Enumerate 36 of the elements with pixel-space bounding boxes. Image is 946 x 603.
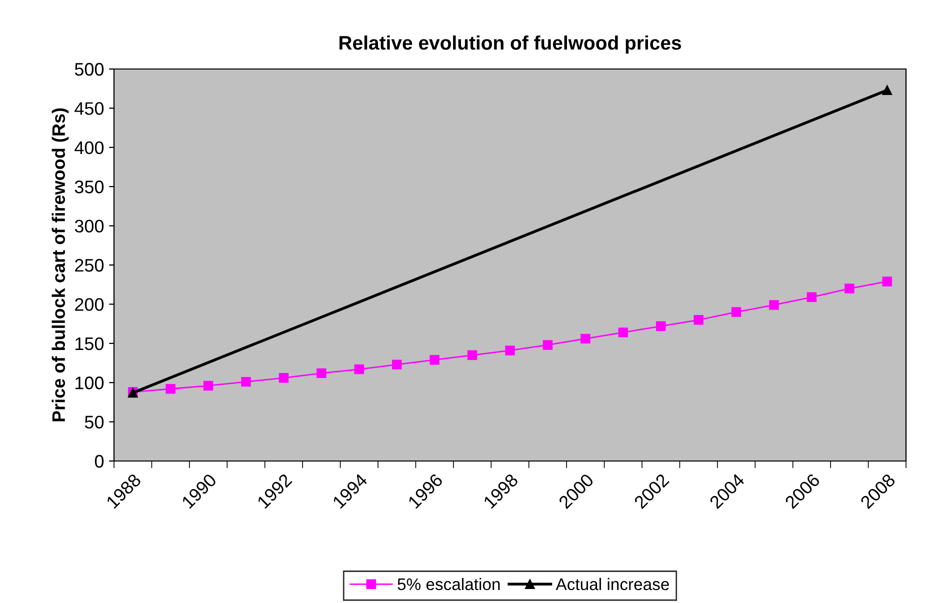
y-tick-label: 200 (75, 298, 104, 311)
point (656, 321, 666, 332)
point (731, 307, 742, 317)
point (166, 384, 176, 394)
legend-label: Actual increase (556, 578, 669, 590)
point (618, 328, 628, 338)
legend-label: 5% escalation (398, 578, 500, 590)
point (467, 350, 478, 360)
y-tick-label: 50 (84, 416, 104, 429)
point (806, 292, 817, 302)
point (316, 368, 326, 378)
y-tick-label: 100 (76, 376, 104, 390)
point (354, 364, 364, 374)
point (580, 334, 590, 344)
point (241, 376, 251, 387)
y-tick-label: 500 (74, 62, 104, 76)
y-tick-label: 0 (94, 454, 104, 468)
y-tick-label: 250 (75, 258, 104, 272)
point (882, 276, 892, 286)
point (694, 315, 704, 325)
y-tick-label: 350 (74, 180, 104, 194)
point (505, 346, 515, 356)
point (542, 340, 553, 350)
y-tick-label: 400 (74, 141, 104, 154)
y-tick-label: 300 (74, 220, 104, 233)
point (882, 85, 892, 96)
y-tick-label: 150 (76, 337, 104, 350)
chart-title: Relative evolution of fuelwood prices (340, 35, 682, 54)
point (203, 380, 214, 391)
y-tick-label: 450 (74, 102, 104, 115)
point (430, 355, 440, 365)
point (392, 360, 402, 370)
point (769, 300, 779, 310)
point (278, 373, 289, 383)
point (844, 284, 854, 294)
y-axis-title: Price of bullock cart of firewood (Rs) (52, 108, 69, 422)
